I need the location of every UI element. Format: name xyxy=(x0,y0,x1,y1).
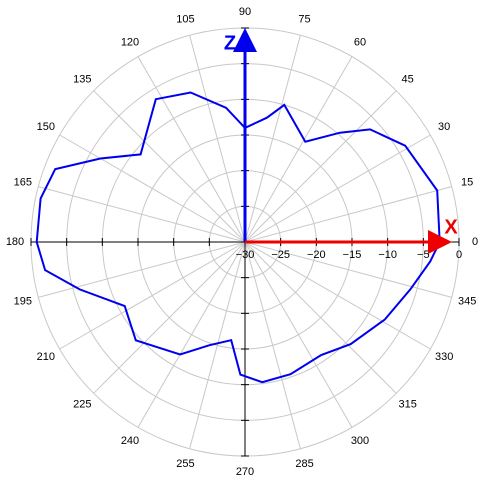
grid-spoke xyxy=(244,241,353,428)
angle-tick-label: 45 xyxy=(402,73,414,85)
angle-tick-label: 300 xyxy=(351,435,369,447)
angle-tick-label: 75 xyxy=(298,14,310,26)
grid-spoke xyxy=(189,241,246,449)
angle-tick-label: 225 xyxy=(73,399,91,411)
grid-spoke xyxy=(244,241,301,449)
angle-tick-label: 180 xyxy=(6,236,24,248)
pattern-line xyxy=(35,91,441,384)
grid-spoke xyxy=(244,56,353,243)
angle-tick-label: 285 xyxy=(295,458,313,470)
angle-tick-label: 210 xyxy=(37,351,55,363)
grid-spoke xyxy=(244,35,301,243)
angle-tick-label: 15 xyxy=(461,176,473,188)
angle-tick-label: 270 xyxy=(236,466,254,478)
grid-spoke xyxy=(244,134,431,243)
r-tick-label: −5 xyxy=(417,249,430,261)
grid-spoke xyxy=(38,241,246,298)
grid-spoke xyxy=(244,241,452,298)
grid-spoke xyxy=(93,90,246,243)
angle-tick-label: 135 xyxy=(73,73,91,85)
r-tick-label: 0 xyxy=(456,249,462,261)
grid-spoke xyxy=(189,35,246,243)
angle-tick-label: 165 xyxy=(14,176,32,188)
angle-tick-label: 240 xyxy=(121,435,139,447)
angle-tick-label: 255 xyxy=(176,458,194,470)
grid-spoke xyxy=(244,90,397,243)
x-label: X xyxy=(444,216,458,238)
plot xyxy=(35,91,441,384)
angle-tick-label: 60 xyxy=(354,37,366,49)
grid-spoke xyxy=(59,134,246,243)
r-tick-label: −20 xyxy=(307,249,326,261)
z-label: Z xyxy=(224,32,236,54)
grid-spoke xyxy=(244,241,397,394)
angle-tick-label: 150 xyxy=(37,121,55,133)
angle-tick-label: 120 xyxy=(121,37,139,49)
angle-tick-label: 105 xyxy=(176,14,194,26)
angle-tick-label: 0 xyxy=(472,236,478,248)
r-tick-label: −10 xyxy=(378,249,397,261)
r-tick-label: −25 xyxy=(271,249,290,261)
angle-tick-label: 195 xyxy=(14,295,32,307)
grid-spoke xyxy=(38,186,246,243)
angle-tick-label: 30 xyxy=(438,121,450,133)
grid-spoke xyxy=(244,186,452,243)
angle-tick-label: 330 xyxy=(435,351,453,363)
grid-spoke xyxy=(137,241,246,428)
angle-tick-label: 90 xyxy=(239,6,251,18)
grid-spoke xyxy=(93,241,246,394)
angle-tick-label: 345 xyxy=(458,295,476,307)
r-tick-label: −15 xyxy=(343,249,362,261)
angle-tick-label: 315 xyxy=(398,399,416,411)
grid-spoke xyxy=(59,241,246,350)
grid-spoke xyxy=(244,241,431,350)
grid-spoke xyxy=(137,56,246,243)
